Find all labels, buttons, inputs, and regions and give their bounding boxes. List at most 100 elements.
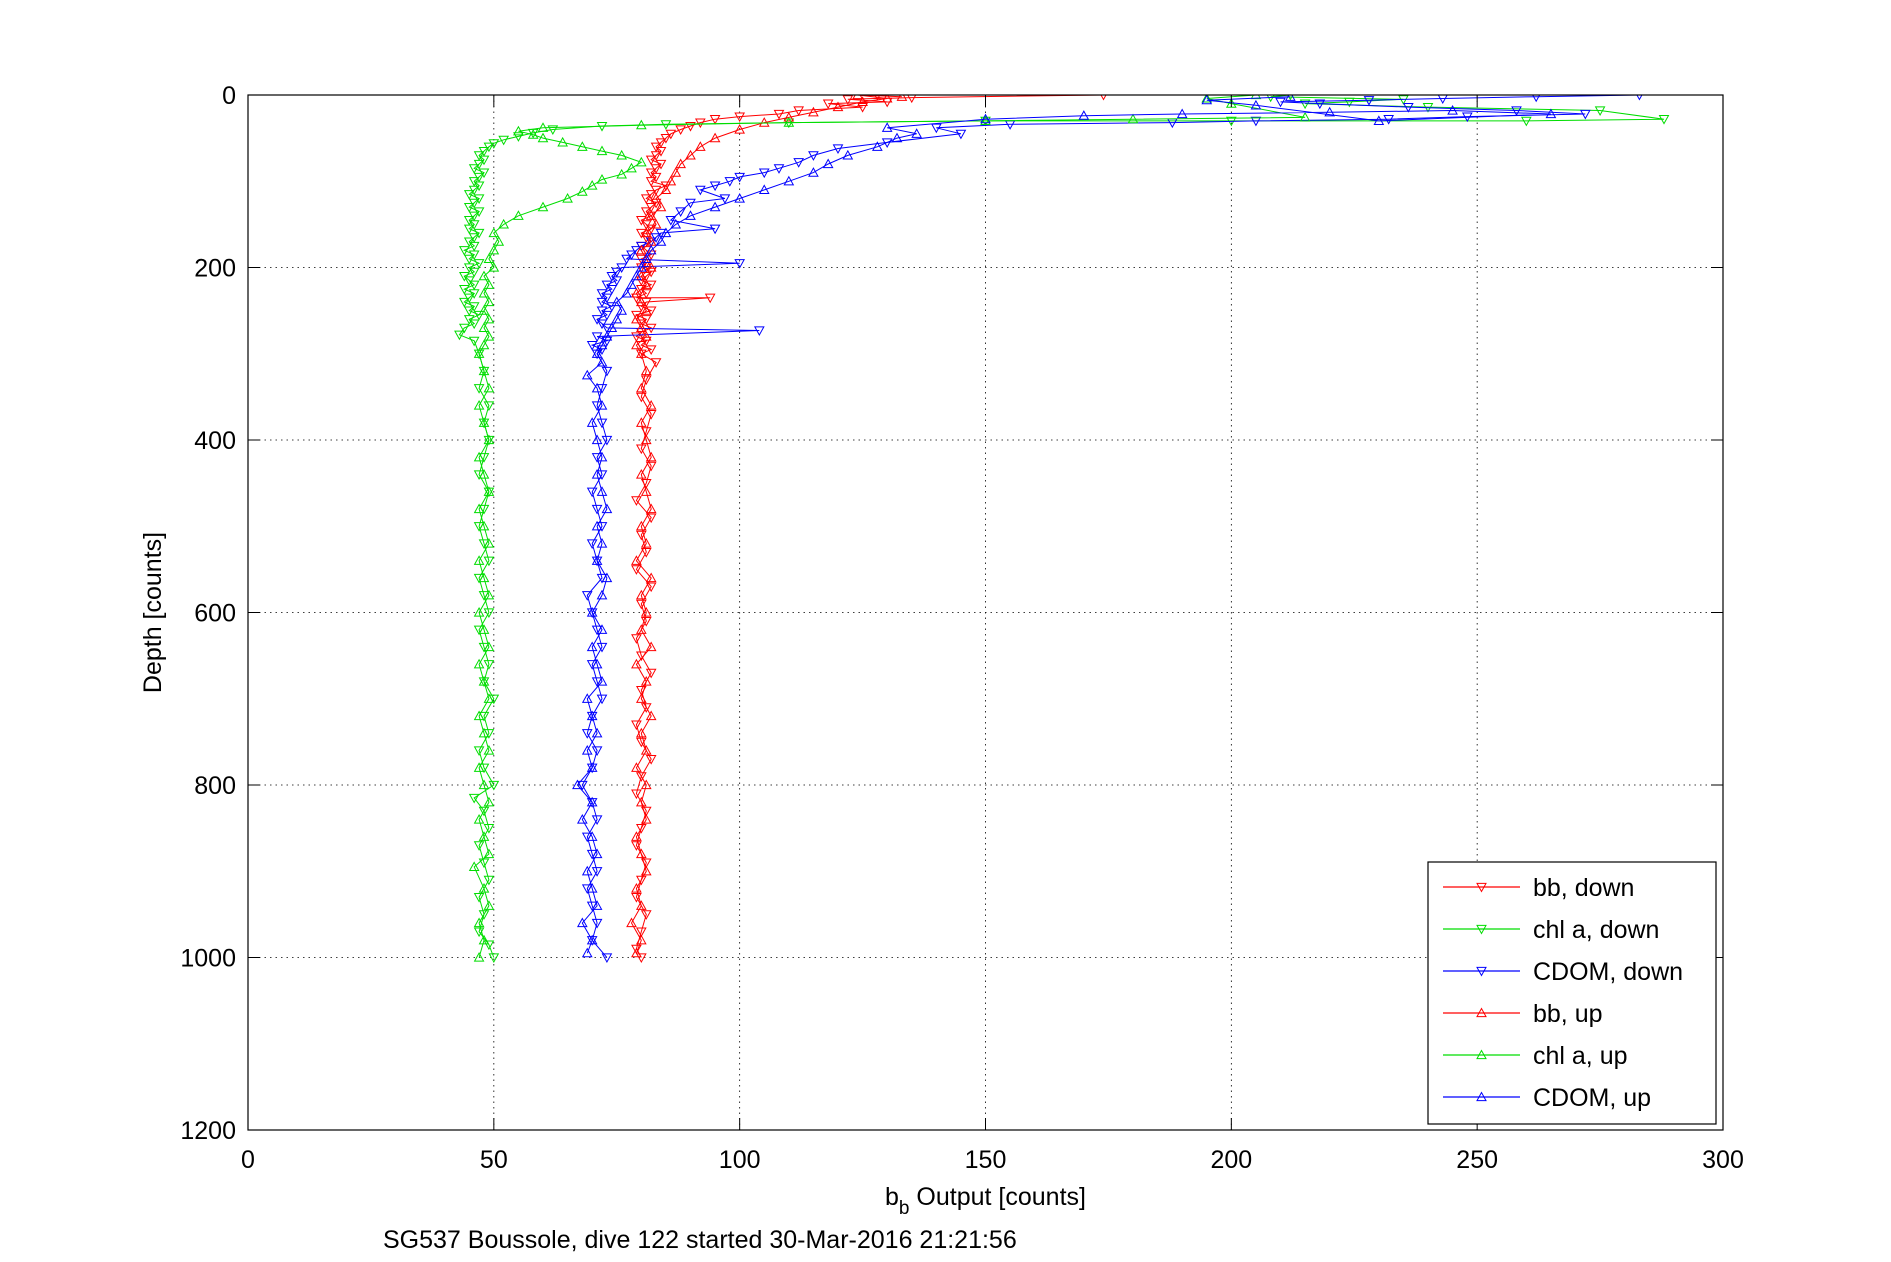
legend-marker-swatch [1476, 1007, 1487, 1018]
data-point [473, 348, 485, 358]
data-point [665, 175, 677, 186]
data-point [473, 710, 485, 721]
data-point [586, 710, 598, 721]
data-point [635, 927, 647, 938]
series-line-bb-down [634, 95, 1104, 958]
data-point [626, 162, 637, 173]
data-point [591, 900, 603, 910]
data-point [640, 779, 652, 790]
data-point [709, 201, 721, 212]
legend-label: CDOM, down [1533, 958, 1683, 986]
data-point [591, 555, 603, 565]
data-point [685, 210, 696, 220]
data-point [640, 910, 652, 920]
data-point [591, 504, 603, 515]
data-point [483, 824, 495, 834]
data-point [645, 755, 657, 765]
data-point [478, 727, 490, 738]
series-cdom-up [572, 95, 1557, 958]
data-point [635, 900, 647, 910]
data-point [591, 468, 603, 479]
data-point [650, 358, 662, 368]
data-point [478, 287, 490, 298]
data-point [640, 813, 652, 824]
data-point [734, 172, 746, 183]
data-point [478, 417, 490, 427]
data-point [635, 624, 647, 634]
data-point [640, 194, 652, 205]
data-point [513, 132, 524, 142]
data-point [1520, 116, 1532, 127]
data-point [513, 125, 524, 136]
figure-caption: SG537 Boussole, dive 122 started 30-Mar-… [383, 1226, 1017, 1254]
data-point [640, 744, 652, 755]
data-point [645, 155, 657, 166]
data-point [685, 121, 696, 132]
data-point [645, 399, 657, 410]
data-point [635, 848, 647, 859]
data-point [596, 675, 608, 686]
legend-marker-swatch [1476, 924, 1487, 935]
data-point [640, 227, 652, 238]
data-point [670, 167, 682, 177]
data-point [685, 198, 696, 209]
data-point [586, 882, 598, 893]
data-point [478, 675, 490, 686]
data-point [670, 218, 682, 229]
data-point [635, 520, 647, 531]
legend-label: chl a, up [1533, 1042, 1628, 1070]
data-point [596, 418, 608, 429]
data-point [483, 641, 495, 652]
data-point [822, 158, 834, 169]
data-point [483, 875, 495, 886]
data-point [468, 793, 480, 804]
data-point [513, 210, 524, 220]
data-point [1284, 95, 1296, 101]
data-point [596, 451, 608, 462]
data-point [635, 348, 647, 358]
y-tick-label: 800 [194, 772, 236, 800]
x-axis-label-subscript: b [899, 1198, 910, 1219]
data-point [631, 831, 642, 841]
data-point [640, 253, 652, 263]
data-point [758, 168, 770, 179]
data-point [581, 693, 593, 703]
data-point [576, 141, 588, 151]
data-point [586, 180, 598, 190]
data-point [1314, 99, 1326, 110]
data-point [581, 947, 593, 958]
data-point [1658, 115, 1670, 125]
legend-box [1427, 861, 1717, 1125]
data-point [631, 789, 642, 800]
series-line-chl-a-up [473, 95, 1306, 958]
data-point [1343, 97, 1355, 108]
data-point [645, 710, 657, 721]
data-point [483, 382, 495, 393]
data-point [808, 106, 819, 117]
data-point [734, 123, 746, 134]
data-point [463, 306, 475, 317]
data-point [621, 287, 632, 298]
data-point [980, 113, 991, 124]
data-point [911, 128, 923, 138]
legend-item: bb, down [1443, 874, 1634, 902]
data-point [483, 744, 495, 755]
data-point [591, 382, 603, 393]
data-point [1275, 97, 1286, 108]
data-point [483, 537, 495, 548]
data-point [468, 241, 480, 252]
data-point [640, 548, 652, 558]
y-axis-label: Depth [counts] [139, 532, 167, 693]
x-axis-label-rest: Output [counts] [909, 1183, 1086, 1211]
legend-label: chl a, down [1533, 916, 1659, 944]
data-point [468, 267, 480, 278]
data-point [896, 95, 908, 101]
y-tick-label: 600 [194, 600, 236, 628]
data-point [493, 236, 505, 246]
data-point [783, 175, 795, 186]
data-point [537, 122, 549, 132]
data-point [596, 589, 608, 600]
data-point [478, 831, 490, 841]
data-point [463, 254, 475, 265]
data-point [881, 138, 893, 148]
